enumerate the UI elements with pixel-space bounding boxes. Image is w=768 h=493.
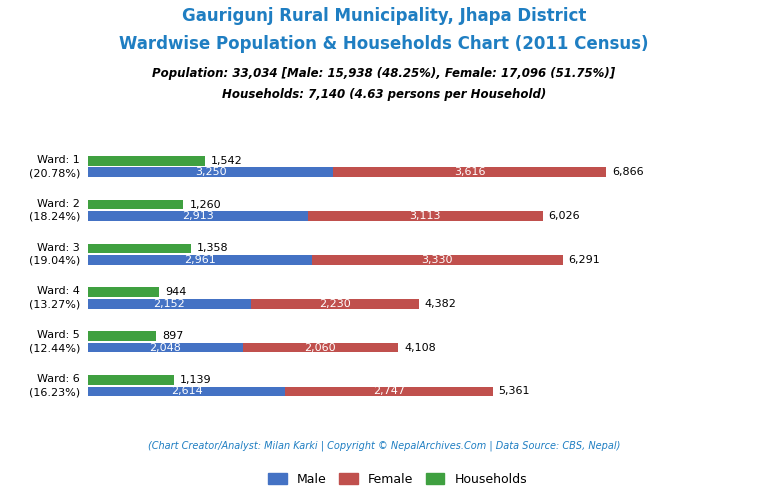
Text: 4,382: 4,382 [425, 299, 457, 309]
Text: Wardwise Population & Households Chart (2011 Census): Wardwise Population & Households Chart (… [119, 35, 649, 54]
Bar [88, 343, 243, 352]
Text: 2,614: 2,614 [171, 387, 203, 396]
Bar [88, 255, 312, 265]
Text: (Chart Creator/Analyst: Milan Karki | Copyright © NepalArchives.Com | Data Sourc: (Chart Creator/Analyst: Milan Karki | Co… [147, 441, 621, 452]
Bar [308, 211, 543, 221]
Text: 3,250: 3,250 [195, 167, 227, 177]
Text: 2,060: 2,060 [305, 343, 336, 352]
Text: 5,361: 5,361 [498, 387, 530, 396]
Text: 944: 944 [166, 287, 187, 297]
Bar [88, 168, 333, 177]
Text: Population: 33,034 [Male: 15,938 (48.25%), Female: 17,096 (51.75%)]: Population: 33,034 [Male: 15,938 (48.25%… [152, 67, 616, 79]
Bar [88, 244, 190, 253]
Bar [312, 255, 563, 265]
Bar [333, 168, 606, 177]
Text: 6,291: 6,291 [568, 255, 601, 265]
Text: 1,358: 1,358 [197, 244, 228, 253]
Text: 4,108: 4,108 [404, 343, 435, 352]
Text: 6,866: 6,866 [612, 167, 644, 177]
Text: 6,026: 6,026 [548, 211, 581, 221]
Text: 2,747: 2,747 [373, 387, 405, 396]
Text: 2,961: 2,961 [184, 255, 216, 265]
Text: 3,616: 3,616 [454, 167, 485, 177]
Text: 897: 897 [162, 331, 184, 341]
Bar [88, 387, 286, 396]
Bar [88, 299, 250, 309]
Text: Households: 7,140 (4.63 persons per Household): Households: 7,140 (4.63 persons per Hous… [222, 88, 546, 101]
Text: 2,230: 2,230 [319, 299, 350, 309]
Bar [250, 299, 419, 309]
Bar [88, 200, 184, 210]
Text: 2,048: 2,048 [150, 343, 181, 352]
Legend: Male, Female, Households: Male, Female, Households [263, 468, 532, 491]
Bar [88, 375, 174, 385]
Bar [88, 331, 156, 341]
Text: 1,542: 1,542 [210, 156, 243, 166]
Text: Gaurigunj Rural Municipality, Jhapa District: Gaurigunj Rural Municipality, Jhapa Dist… [182, 7, 586, 26]
Text: 1,260: 1,260 [190, 200, 221, 210]
Text: 3,113: 3,113 [409, 211, 441, 221]
Bar [286, 387, 492, 396]
Bar [243, 343, 398, 352]
Text: 1,139: 1,139 [180, 375, 212, 385]
Bar [88, 156, 204, 166]
Bar [88, 211, 308, 221]
Text: 3,330: 3,330 [422, 255, 453, 265]
Bar [88, 287, 160, 297]
Text: 2,152: 2,152 [154, 299, 185, 309]
Text: 2,913: 2,913 [182, 211, 214, 221]
